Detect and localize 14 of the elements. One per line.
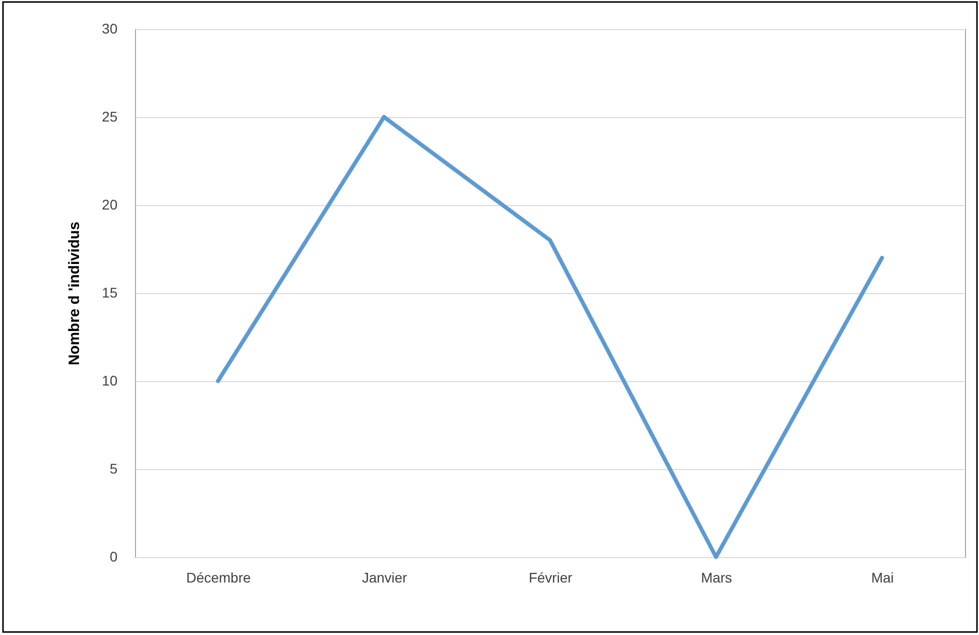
x-tick-label: Mars <box>700 570 732 586</box>
x-tick-label: Janvier <box>362 570 408 586</box>
x-tick-label: Mai <box>871 570 894 586</box>
y-tick-label: 5 <box>110 460 118 476</box>
y-tick-label: 30 <box>102 20 118 36</box>
y-axis-title: Nombre d 'individus <box>66 222 83 366</box>
y-tick-label: 25 <box>102 108 118 124</box>
y-tick-label: 0 <box>110 548 118 564</box>
y-tick-label: 10 <box>102 372 118 388</box>
x-tick-label: Février <box>528 570 573 586</box>
x-tick-label: Décembre <box>186 570 251 586</box>
line-series <box>216 115 884 559</box>
y-tick-label: 15 <box>102 284 118 300</box>
y-tick-label: 20 <box>102 196 118 212</box>
